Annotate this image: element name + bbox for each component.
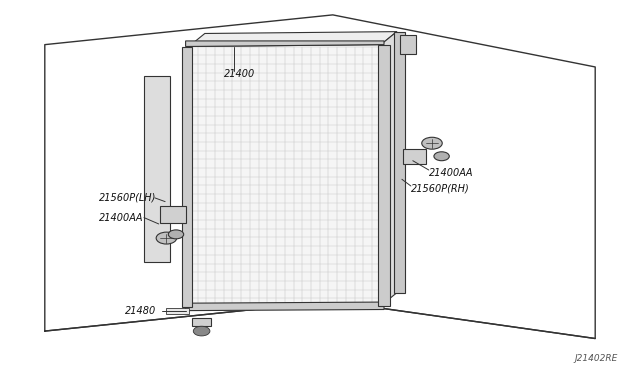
Circle shape [168, 230, 184, 239]
Text: 21400: 21400 [224, 70, 255, 79]
Polygon shape [189, 45, 381, 307]
Polygon shape [192, 318, 211, 326]
Text: J21402RE: J21402RE [574, 354, 618, 363]
Circle shape [434, 152, 449, 161]
Polygon shape [186, 41, 384, 46]
Polygon shape [160, 206, 186, 223]
Polygon shape [403, 149, 426, 164]
Polygon shape [189, 32, 397, 46]
Text: 21400AA: 21400AA [99, 213, 144, 222]
Polygon shape [166, 308, 189, 314]
Text: 21400AA: 21400AA [429, 168, 474, 178]
Polygon shape [394, 32, 405, 293]
Polygon shape [186, 302, 384, 311]
Polygon shape [381, 32, 397, 306]
Polygon shape [182, 46, 192, 307]
Polygon shape [144, 76, 170, 262]
Polygon shape [400, 35, 416, 54]
Circle shape [422, 137, 442, 149]
Text: 21560P(RH): 21560P(RH) [411, 184, 470, 194]
Circle shape [156, 232, 177, 244]
Text: 21480: 21480 [125, 307, 156, 316]
Circle shape [193, 326, 210, 336]
Polygon shape [378, 45, 390, 306]
Text: 21560P(LH): 21560P(LH) [99, 193, 157, 203]
